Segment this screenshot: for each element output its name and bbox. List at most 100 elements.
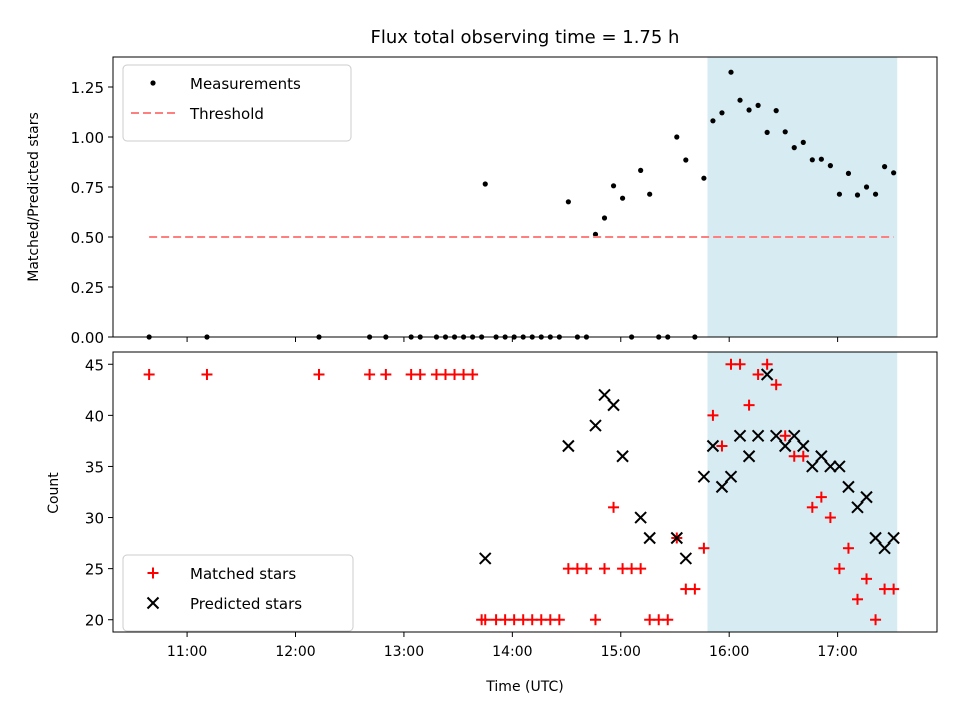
legend: Measurements Threshold: [122, 64, 352, 142]
legend-marker: [147, 567, 159, 579]
data-point: [638, 167, 644, 173]
data-point: [851, 593, 863, 605]
data-point: [715, 480, 729, 494]
data-point: [782, 129, 788, 135]
legend-label: Measurements: [190, 75, 301, 93]
data-point: [755, 102, 761, 108]
data-point: [589, 614, 601, 626]
data-point: [824, 460, 837, 473]
x-tick-label: 13:00: [384, 644, 424, 660]
data-point: [737, 97, 743, 103]
data-point: [806, 460, 819, 473]
plot-frame: [112, 351, 938, 633]
data-point: [580, 563, 592, 575]
data-point: [878, 541, 891, 555]
y-tick-label: 0.25: [71, 279, 104, 297]
chart-title: Flux total observing time = 1.75 h: [371, 27, 680, 48]
data-point: [742, 450, 756, 463]
y-tick-label: 0.00: [71, 329, 104, 347]
data-point: [845, 170, 852, 176]
data-point: [734, 358, 746, 370]
data-point: [764, 129, 770, 135]
y-tick-label: 0.50: [71, 229, 104, 247]
data-point: [467, 368, 479, 380]
data-point: [479, 614, 491, 626]
data-point: [779, 439, 792, 453]
series-matched-stars: [143, 358, 900, 626]
data-point: [743, 399, 755, 411]
y-tick-label: 1.25: [71, 79, 104, 97]
data-point: [698, 542, 710, 554]
data-point: [809, 157, 815, 163]
y-tick-label: 30: [85, 510, 104, 528]
data-point: [861, 573, 873, 585]
y-tick-label: 45: [85, 356, 104, 374]
legend-marker: [146, 596, 160, 610]
data-point: [634, 511, 647, 524]
data-point: [815, 450, 828, 463]
data-point: [479, 552, 492, 565]
data-point: [414, 368, 426, 380]
top-y-axis-label: Matched/Predicted stars: [26, 112, 42, 282]
data-point: [815, 491, 827, 503]
data-point: [800, 139, 806, 145]
y-tick-label: 25: [85, 561, 104, 579]
data-point: [824, 512, 836, 524]
legend-label: Matched stars: [190, 565, 296, 583]
bottom-y-axis-label: Count: [46, 472, 62, 514]
data-point: [565, 199, 571, 205]
data-point: [706, 439, 720, 453]
data-point: [553, 614, 565, 626]
data-point: [797, 439, 810, 453]
data-point: [836, 191, 843, 197]
y-tick-label: 40: [85, 407, 104, 425]
data-point: [643, 531, 656, 545]
y-tick-label: 1.00: [71, 129, 104, 147]
data-point: [769, 429, 783, 443]
legend: Matched stars Predicted stars: [122, 554, 354, 632]
series-predicted-stars: [479, 368, 900, 565]
data-point: [599, 563, 611, 575]
data-point: [797, 450, 809, 462]
legend-box: [122, 64, 352, 142]
data-point: [818, 156, 824, 162]
data-point: [854, 192, 861, 198]
data-point: [842, 542, 854, 554]
data-point: [601, 215, 608, 221]
data-point: [610, 183, 617, 189]
data-point: [888, 583, 900, 595]
observing-window-shade: [707, 352, 898, 632]
x-tick-label: 17:00: [817, 644, 857, 660]
x-axis-label: Time (UTC): [485, 679, 563, 695]
data-point: [779, 430, 791, 442]
x-tick-label: 11:00: [167, 644, 207, 660]
data-point: [791, 145, 797, 151]
data-point: [662, 614, 674, 626]
data-point: [380, 368, 392, 380]
data-point: [827, 163, 833, 169]
data-point: [881, 164, 888, 170]
data-point: [689, 583, 701, 595]
data-point: [724, 470, 738, 483]
data-point: [806, 501, 818, 513]
x-tick-label: 14:00: [492, 644, 532, 660]
legend-label: Threshold: [189, 105, 264, 123]
data-point: [870, 614, 882, 626]
data-point: [683, 157, 689, 163]
x-tick-label: 12:00: [275, 644, 315, 660]
data-point: [760, 368, 774, 381]
data-point: [364, 368, 376, 380]
data-point: [608, 501, 620, 513]
data-point: [770, 379, 782, 391]
data-point: [891, 170, 897, 176]
y-tick-label: 0.75: [71, 179, 104, 197]
data-point: [869, 531, 882, 545]
data-point: [313, 368, 325, 380]
y-tick-label: 20: [85, 612, 104, 630]
data-point: [833, 563, 845, 575]
data-point: [752, 368, 764, 380]
data-point: [562, 439, 575, 453]
data-point: [598, 388, 611, 402]
top-panel: 0.00 0.25 0.50 0.75 1.00 1.25 Measurements Thre…: [71, 56, 938, 347]
